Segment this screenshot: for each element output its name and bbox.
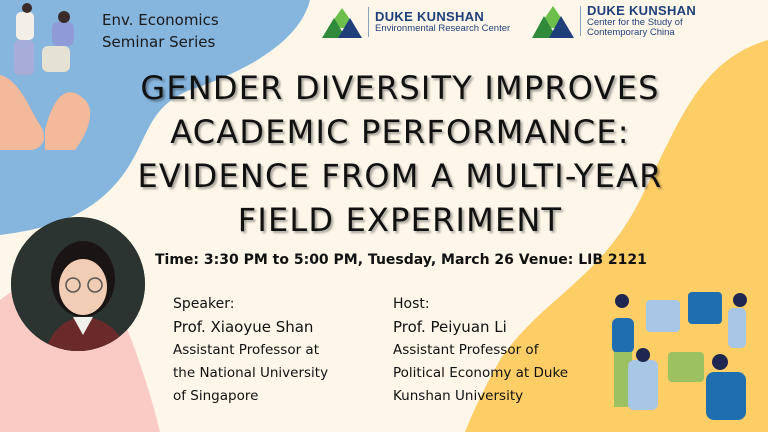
title-line: FIELD EXPERIMENT — [237, 201, 563, 239]
title-line: EVIDENCE FROM A MULTI-YEAR — [137, 157, 663, 195]
host-label: Host: — [393, 296, 430, 312]
speaker-block: Speaker: Prof. Xiaoyue Shan Assistant Pr… — [173, 293, 328, 408]
mountain-logo-icon — [532, 6, 574, 38]
series-line: Seminar Series — [102, 33, 216, 51]
logo-subtitle: Center for the Study of — [587, 17, 683, 28]
blue-blob — [0, 0, 310, 235]
logo-contemporary-china: DUKE KUNSHAN Center for the Study of Con… — [532, 4, 696, 38]
puzzle-team-illustration — [612, 292, 747, 420]
host-name: Prof. Peiyuan Li — [393, 318, 507, 336]
time-venue: Time: 3:30 PM to 5:00 PM, Tuesday, March… — [155, 252, 647, 268]
logo-subtitle: Environmental Research Center — [375, 23, 511, 34]
mountain-logo-icon — [322, 8, 362, 38]
hands-illustration — [0, 3, 91, 150]
host-role: Political Economy at Duke — [393, 365, 569, 381]
host-role: Kunshan University — [393, 388, 524, 404]
host-role: Assistant Professor of — [393, 342, 539, 358]
title-line: GENDER DIVERSITY IMPROVES — [140, 69, 660, 107]
logo-name: DUKE KUNSHAN — [375, 9, 485, 24]
title-line: ACADEMIC PERFORMANCE: — [170, 113, 630, 151]
host-block: Host: Prof. Peiyuan Li Assistant Profess… — [393, 293, 568, 408]
speaker-name: Prof. Xiaoyue Shan — [173, 318, 314, 336]
logo-divider — [580, 6, 581, 36]
seminar-series-label: Env. Economics Seminar Series — [102, 9, 219, 53]
speaker-photo — [11, 217, 145, 351]
logo-name: DUKE KUNSHAN — [587, 3, 697, 18]
speaker-label: Speaker: — [173, 296, 235, 312]
speaker-role: Assistant Professor at — [173, 342, 320, 358]
series-line: Env. Economics — [102, 11, 219, 29]
speaker-role: of Singapore — [173, 388, 259, 404]
logo-subtitle: Contemporary China — [587, 27, 675, 38]
event-title: GENDER DIVERSITY IMPROVES ACADEMIC PERFO… — [60, 66, 740, 242]
yellow-blob — [465, 40, 768, 432]
logo-divider — [368, 7, 369, 37]
logo-environmental-research-center: DUKE KUNSHAN Environmental Research Cent… — [322, 6, 510, 38]
speaker-portrait — [11, 217, 145, 351]
speaker-role: the National University — [173, 365, 329, 381]
